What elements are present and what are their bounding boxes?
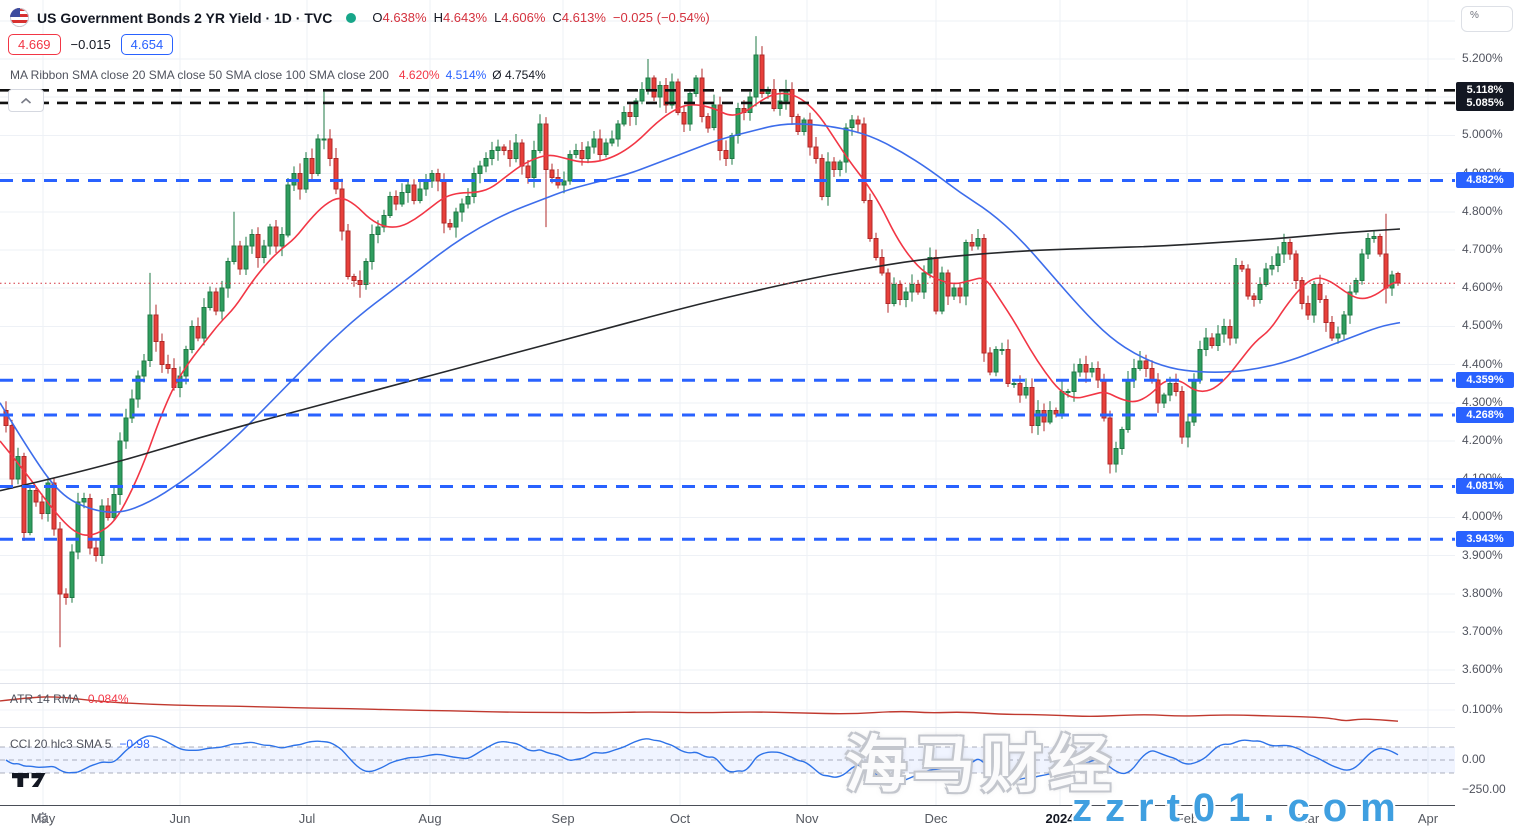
axis-settings-gear-icon[interactable]: ⚙ — [36, 810, 50, 827]
cci-params: 20 hlc3 SMA 5 — [34, 737, 112, 751]
month-label[interactable]: Dec — [924, 811, 948, 826]
cci-zero-label: 0.00 — [1462, 752, 1486, 766]
price-tick-label: 4.400% — [1462, 357, 1503, 371]
blue-price-badge[interactable]: 4.081% — [1456, 478, 1514, 494]
sma20-value: 4.620% — [398, 68, 440, 82]
sma50-value: 4.514% — [445, 68, 487, 82]
ohlc-readout: O4.638% H4.643% L4.606% C4.613% −0.025 (−0.5… — [372, 10, 709, 25]
open-label: O — [372, 10, 383, 25]
cci-name: CCI — [10, 737, 31, 751]
tradingview-logo[interactable] — [12, 772, 46, 788]
market-status-icon[interactable] — [346, 12, 357, 23]
month-label[interactable]: Apr — [1417, 811, 1439, 826]
price-tick-label: 4.300% — [1462, 395, 1503, 409]
cci-value: −0.98 — [119, 737, 150, 751]
month-label[interactable]: 2024 — [1045, 811, 1075, 826]
atr-legend[interactable]: ATR 14 RMA 0.084% — [10, 692, 129, 706]
quote-row: 4.669 −0.015 4.654 — [8, 34, 174, 55]
atr-name: ATR — [10, 692, 34, 706]
high-label: H — [433, 10, 443, 25]
blue-price-badge[interactable]: 4.882% — [1456, 172, 1514, 188]
price-tick-label: 3.700% — [1462, 624, 1503, 638]
high-value: 4.643% — [442, 10, 488, 25]
month-label[interactable]: Sep — [551, 811, 575, 826]
change-value: −0.025 (−0.54%) — [612, 10, 710, 25]
cci-min-label: −250.00 — [1462, 782, 1506, 796]
us-flag-icon — [10, 8, 29, 27]
price-tick-label: 3.800% — [1462, 586, 1503, 600]
month-label[interactable]: Mar — [1296, 811, 1320, 826]
month-label[interactable]: Oct — [669, 811, 691, 826]
price-tick-label: 4.700% — [1462, 242, 1503, 256]
price-tick-label: 3.900% — [1462, 548, 1503, 562]
close-value: 4.613% — [561, 10, 606, 25]
close-label: C — [552, 10, 562, 25]
low-value: 4.606% — [501, 10, 546, 25]
atr-params: 14 RMA — [36, 692, 80, 706]
spread-change: −0.015 — [70, 37, 111, 52]
month-label[interactable]: Jul — [298, 811, 316, 826]
open-value: 4.638% — [382, 10, 427, 25]
atr-tick-label: 0.100% — [1462, 702, 1503, 716]
chart-header: US Government Bonds 2 YR Yield · 1D · TV… — [10, 8, 710, 27]
symbol-title[interactable]: US Government Bonds 2 YR Yield · 1D · TV… — [37, 9, 333, 26]
black-price-badge[interactable]: 5.118% — [1456, 82, 1514, 98]
low-label: L — [494, 10, 502, 25]
price-tick-label: 3.600% — [1462, 662, 1503, 676]
price-tick-label: 4.000% — [1462, 509, 1503, 523]
cci-legend[interactable]: CCI 20 hlc3 SMA 5 −0.98 — [10, 737, 150, 751]
buy-price-button[interactable]: 4.654 — [120, 34, 174, 55]
ma-ribbon-name: MA Ribbon — [10, 68, 69, 82]
price-tick-label: 5.000% — [1462, 127, 1503, 141]
month-label[interactable]: Nov — [795, 811, 819, 826]
month-label[interactable]: May — [30, 811, 56, 826]
blue-price-badge[interactable]: 4.268% — [1456, 407, 1514, 423]
blue-price-badge[interactable]: 3.943% — [1456, 531, 1514, 547]
ma-ribbon-params: SMA close 20 SMA close 50 SMA close 100 … — [72, 68, 389, 82]
month-label[interactable]: Aug — [418, 811, 442, 826]
time-axis[interactable]: May Jun Jul Aug Sep Oct Nov Dec 2024 Feb Mar Apr — [0, 806, 1455, 833]
percent-scale-button[interactable]: % — [1461, 6, 1513, 32]
month-label[interactable]: Feb — [1175, 811, 1199, 826]
price-tick-label: 5.200% — [1462, 51, 1503, 65]
black-price-badge[interactable]: 5.085% — [1456, 95, 1514, 111]
blue-price-badge[interactable]: 4.359% — [1456, 372, 1514, 388]
price-tick-label: 4.800% — [1462, 204, 1503, 218]
price-tick-label: 4.500% — [1462, 318, 1503, 332]
atr-value: 0.084% — [87, 692, 129, 706]
month-label[interactable]: Jun — [169, 811, 191, 826]
price-axis[interactable]: % 5.200%5.000%4.900%4.800%4.700%4.600%4.… — [1455, 0, 1523, 833]
chevron-up-icon — [20, 97, 32, 104]
price-tick-label: 4.600% — [1462, 280, 1503, 294]
collapse-drawing-button[interactable] — [8, 89, 44, 112]
sell-price-button[interactable]: 4.669 — [8, 34, 61, 55]
ma-ribbon-legend[interactable]: MA Ribbon SMA close 20 SMA close 50 SMA … — [10, 68, 546, 82]
sma200-average-value: Ø 4.754% — [492, 68, 546, 82]
price-tick-label: 4.200% — [1462, 433, 1503, 447]
